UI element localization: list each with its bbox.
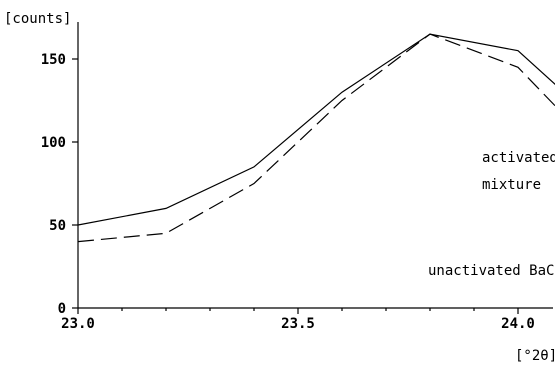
y-tick-label: 150 <box>41 52 66 68</box>
x-axis-label: [°2θ] <box>515 348 555 364</box>
x-tick-label: 23.5 <box>281 316 315 332</box>
y-tick-label: 50 <box>49 218 66 234</box>
series-activated-mixture-line <box>77 33 555 226</box>
x-ticks: 23.023.524.024.5 <box>61 308 535 332</box>
plot-area <box>77 33 555 243</box>
y-tick-label: 100 <box>41 135 66 151</box>
y-tick-label: 0 <box>58 301 66 317</box>
legend-unactivated: unactivated BaCO3 <box>428 263 555 283</box>
y-axis-label: [counts] <box>4 11 71 27</box>
y-ticks: 0 50 100 150 <box>41 52 78 317</box>
legend-activated-line2: mixture <box>482 177 541 193</box>
legend-unactivated-text: unactivated BaCO <box>428 263 555 279</box>
legend-activated-line1: activated <box>482 150 555 166</box>
series-unactivated-baco3-line <box>77 33 555 243</box>
x-tick-label: 23.0 <box>61 316 95 332</box>
x-tick-label: 24.0 <box>501 316 535 332</box>
